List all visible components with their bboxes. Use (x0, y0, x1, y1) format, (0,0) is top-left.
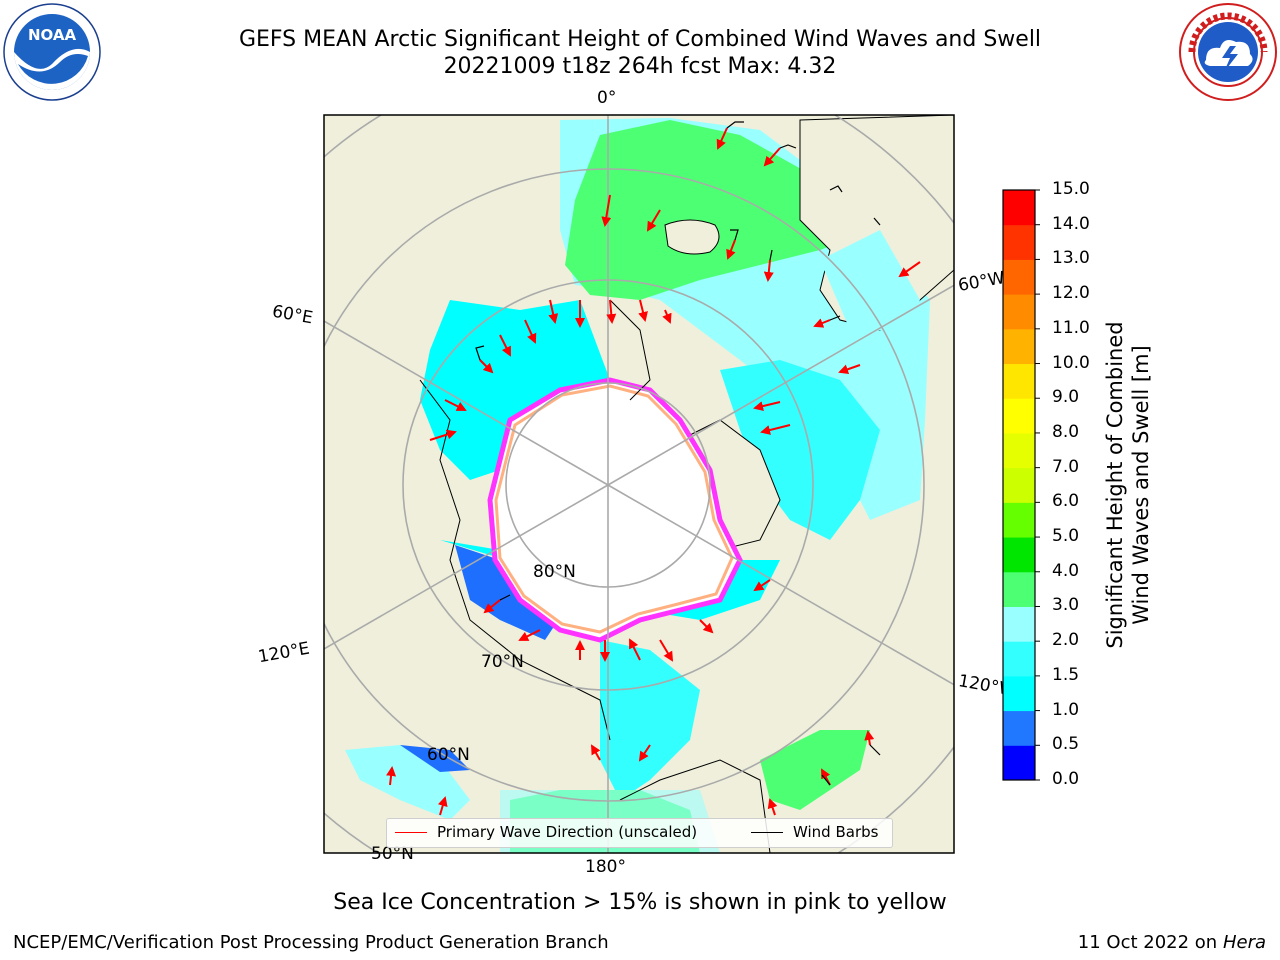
coastline-greenland (609, 299, 651, 401)
colorbar-segment (1003, 571, 1035, 607)
ocean-bering (600, 640, 700, 800)
colorbar (1002, 189, 1040, 781)
colorbar-segment (1003, 224, 1035, 260)
noaa-logo-text: NOAA (28, 26, 77, 44)
colorbar-segment (1003, 467, 1035, 503)
colorbar-segment (1003, 328, 1035, 365)
colorbar-segment (1003, 502, 1035, 538)
greenland-sea-ice-island (664, 219, 720, 255)
footer-credit: NCEP/EMC/Verification Post Processing Pr… (13, 932, 609, 953)
nws-logo-icon (1179, 3, 1277, 101)
map-frame (323, 114, 955, 854)
wave-direction-arrows (386, 127, 921, 816)
legend-wave-line-icon (395, 832, 427, 833)
footer-date: 11 Oct 2022 on Hera (1077, 932, 1266, 953)
wind-barbs (475, 121, 881, 786)
colorbar-segment (1003, 710, 1035, 746)
legend-wave-label: Primary Wave Direction (unscaled) (437, 823, 698, 841)
colorbar-tick-label: 14.0 (1052, 213, 1090, 234)
sea-ice-inner-edge (494, 384, 734, 634)
colorbar-tick-label: 10.0 (1052, 352, 1090, 373)
ocean-atlantic-wave3 (565, 120, 860, 300)
colorbar-tick-label: 9.0 (1052, 387, 1080, 408)
colorbar-tick-label: 5.0 (1052, 526, 1080, 547)
ocean-barents-kara (420, 300, 610, 480)
lon-label-0: 0° (597, 88, 617, 108)
lat-label-50: 50°N (371, 844, 414, 864)
ocean-gulf-alaska-wave3 (760, 730, 870, 810)
colorbar-tick-label: 0.0 (1052, 769, 1080, 789)
colorbar-tick-label: 0.5 (1052, 734, 1080, 755)
colorbar-tick-label: 12.0 (1052, 283, 1090, 304)
colorbar-label-line1: Significant Height of Combined (1103, 321, 1127, 649)
colorbar-tick-label: 4.0 (1052, 560, 1080, 581)
coastline-siberia (419, 379, 611, 741)
colorbar-segment (1003, 745, 1035, 781)
colorbar-tick-label: 2.0 (1052, 630, 1080, 651)
noaa-logo-icon: NOAA (3, 3, 101, 101)
legend-barb-label: Wind Barbs (793, 823, 879, 841)
colorbar-tick-label: 8.0 (1052, 421, 1080, 442)
ocean-hudson-blue (400, 745, 470, 772)
colorbar-tick-label: 6.0 (1052, 491, 1080, 512)
colorbar-tick-label: 7.0 (1052, 456, 1080, 477)
colorbar-label: Significant Height of Combined Wind Wave… (1102, 275, 1154, 695)
colorbar-tick-label: 13.0 (1052, 248, 1090, 269)
colorbar-label-line2: Wind Waves and Swell [m] (1129, 345, 1153, 625)
chart-subtitle: 20221009 t18z 264h fcst Max: 4.32 (443, 54, 837, 79)
colorbar-segment (1003, 606, 1035, 642)
meridian-120e (324, 484, 609, 650)
lat-label-60: 60°N (427, 745, 470, 765)
footer-host: Hera (1222, 932, 1266, 953)
meridian-60e (324, 320, 609, 486)
lat-label-80: 80°N (533, 562, 576, 582)
colorbar-tick-label: 1.0 (1052, 699, 1080, 720)
colorbar-segment (1003, 537, 1035, 573)
norwegian-sea-light (820, 230, 920, 330)
coastline-alaska (619, 759, 771, 853)
graticule (324, 115, 954, 853)
legend-barb-line-icon (751, 832, 783, 833)
meridian-120w (607, 484, 954, 686)
colorbar-tick-label: 15.0 (1052, 179, 1090, 199)
lat-label-70: 70°N (481, 652, 524, 672)
colorbar-segment (1003, 294, 1035, 330)
sea-ice-caption: Sea Ice Concentration > 15% is shown in … (333, 890, 947, 915)
ocean-shallow-blue (455, 545, 565, 640)
colorbar-segment (1003, 259, 1035, 295)
colorbar-tick-label: 3.0 (1052, 595, 1080, 616)
colorbar-segment (1003, 641, 1035, 677)
lon-label-180: 180° (585, 857, 626, 877)
colorbar-frame (1002, 189, 1036, 781)
colorbar-segment (1003, 675, 1035, 712)
colorbar-segment (1003, 398, 1035, 434)
map-legend: Primary Wave Direction (unscaled) Wind B… (386, 818, 893, 848)
colorbar-segment (1003, 190, 1035, 226)
colorbar-tick-label: 11.0 (1052, 317, 1090, 338)
meridian-60w (607, 284, 954, 486)
colorbar-segment (1003, 432, 1035, 469)
colorbar-segment (1003, 363, 1035, 399)
chart-title: GEFS MEAN Arctic Significant Height of C… (238, 27, 1042, 52)
colorbar-tick-label: 1.5 (1052, 664, 1080, 685)
